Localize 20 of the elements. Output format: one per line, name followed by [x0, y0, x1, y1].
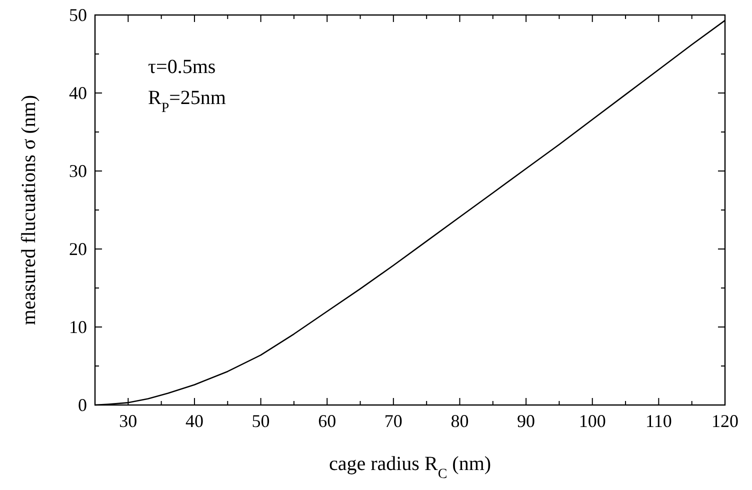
x-axis-title: cage radius R$_{C}$ (nm)	[328, 453, 492, 482]
y-tick-label: 0	[78, 395, 87, 415]
x-tick-label: 40	[185, 411, 204, 431]
x-tick-label: 100	[578, 411, 606, 431]
x-tick-label: 60	[318, 411, 336, 431]
y-tick-label: 50	[69, 5, 87, 25]
y-tick-label: 30	[69, 161, 87, 181]
y-tick-label: 10	[69, 317, 87, 337]
y-axis-title: measured flucuations σ (nm)	[18, 94, 40, 326]
x-tick-label: 50	[252, 411, 270, 431]
x-tick-label: 90	[517, 411, 536, 431]
x-tick-label: 70	[384, 411, 402, 431]
annotation: R$_{P}$=25nm	[148, 87, 226, 116]
y-tick-label: 40	[69, 83, 87, 103]
x-tick-label: 30	[119, 411, 138, 431]
x-tick-label: 110	[646, 411, 672, 431]
x-tick-label: 120	[712, 411, 738, 431]
y-tick-label: 20	[69, 239, 87, 259]
annotation: τ=0.5ms	[148, 56, 216, 78]
x-tick-label: 80	[450, 411, 469, 431]
